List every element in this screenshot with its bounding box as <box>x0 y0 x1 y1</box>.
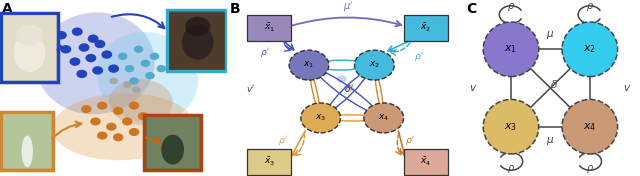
FancyBboxPatch shape <box>1 13 58 82</box>
Circle shape <box>129 102 140 110</box>
Text: $\rho'$: $\rho'$ <box>260 46 269 59</box>
Text: $x_2$: $x_2$ <box>369 60 380 70</box>
Circle shape <box>364 103 404 133</box>
Text: C: C <box>466 2 476 16</box>
Circle shape <box>90 117 100 125</box>
Circle shape <box>106 123 116 131</box>
Circle shape <box>76 70 87 78</box>
Text: $x_1$: $x_1$ <box>504 43 518 55</box>
FancyBboxPatch shape <box>3 114 51 168</box>
Text: $x_2$: $x_2$ <box>583 43 596 55</box>
Text: $v$: $v$ <box>469 83 477 93</box>
Ellipse shape <box>13 33 45 72</box>
Text: $\delta'$: $\delta'$ <box>344 83 353 93</box>
FancyBboxPatch shape <box>247 149 291 175</box>
Circle shape <box>134 46 143 53</box>
Circle shape <box>60 45 71 54</box>
Circle shape <box>185 17 210 36</box>
Text: $\bar{x}_4$: $\bar{x}_4$ <box>420 156 431 168</box>
FancyBboxPatch shape <box>167 10 226 71</box>
Circle shape <box>122 117 132 125</box>
Text: $\mu$: $\mu$ <box>547 29 554 41</box>
Text: $x_4$: $x_4$ <box>583 121 596 133</box>
Ellipse shape <box>109 79 173 125</box>
FancyBboxPatch shape <box>3 15 56 80</box>
FancyBboxPatch shape <box>404 149 448 175</box>
Text: $\rho$: $\rho$ <box>586 163 594 175</box>
FancyBboxPatch shape <box>1 112 53 170</box>
Circle shape <box>141 60 150 67</box>
Circle shape <box>132 86 141 93</box>
Circle shape <box>101 50 112 59</box>
Circle shape <box>150 53 159 60</box>
Circle shape <box>113 107 124 115</box>
Circle shape <box>109 78 118 84</box>
Circle shape <box>355 50 394 80</box>
Circle shape <box>95 40 106 48</box>
Ellipse shape <box>22 136 33 167</box>
Circle shape <box>85 54 97 62</box>
Text: $\rho$: $\rho$ <box>507 163 515 175</box>
Circle shape <box>113 133 124 141</box>
Circle shape <box>92 66 103 75</box>
Circle shape <box>88 34 99 43</box>
Text: $v'$: $v'$ <box>246 83 255 93</box>
Text: $x_4$: $x_4$ <box>378 113 389 123</box>
Circle shape <box>56 31 67 39</box>
Circle shape <box>157 65 166 72</box>
Circle shape <box>97 131 108 140</box>
Text: $v$: $v$ <box>623 83 632 93</box>
Circle shape <box>301 103 340 133</box>
Circle shape <box>145 123 155 131</box>
Text: $\mu'$: $\mu'$ <box>344 0 354 14</box>
Ellipse shape <box>182 25 214 60</box>
Text: $\bar{x}_1$: $\bar{x}_1$ <box>264 22 275 34</box>
Circle shape <box>562 99 618 154</box>
FancyBboxPatch shape <box>169 11 224 70</box>
Circle shape <box>344 84 354 92</box>
Text: B: B <box>230 2 240 16</box>
Circle shape <box>138 112 148 120</box>
FancyBboxPatch shape <box>247 15 291 41</box>
Circle shape <box>97 102 108 110</box>
Text: $\delta$: $\delta$ <box>550 78 558 90</box>
Circle shape <box>16 25 43 46</box>
Text: $\rho$: $\rho$ <box>507 1 515 13</box>
Ellipse shape <box>97 32 198 123</box>
Text: $x_3$: $x_3$ <box>504 121 518 133</box>
Circle shape <box>129 128 140 136</box>
Circle shape <box>483 22 539 77</box>
Circle shape <box>562 22 618 77</box>
Text: $\mu$: $\mu$ <box>547 135 554 147</box>
Circle shape <box>70 57 81 66</box>
Ellipse shape <box>161 135 184 165</box>
Circle shape <box>81 105 92 113</box>
Text: A: A <box>3 2 13 16</box>
Circle shape <box>125 65 134 72</box>
Circle shape <box>72 27 83 36</box>
Text: $\bar{x}_2$: $\bar{x}_2$ <box>420 22 431 34</box>
FancyBboxPatch shape <box>144 115 201 170</box>
Text: $\bar{x}_3$: $\bar{x}_3$ <box>264 156 275 168</box>
Circle shape <box>483 99 539 154</box>
Text: $\rho'$: $\rho'$ <box>278 134 288 147</box>
Ellipse shape <box>36 12 155 114</box>
Circle shape <box>289 50 329 80</box>
Circle shape <box>79 43 90 52</box>
Text: $\rho$: $\rho$ <box>586 1 594 13</box>
Text: $x_3$: $x_3$ <box>315 113 326 123</box>
Circle shape <box>129 77 139 85</box>
Text: $\rho'$: $\rho'$ <box>404 134 414 147</box>
FancyBboxPatch shape <box>147 117 199 168</box>
Circle shape <box>118 53 127 60</box>
Ellipse shape <box>52 93 193 160</box>
Circle shape <box>108 64 119 73</box>
Text: $\rho'$: $\rho'$ <box>414 50 424 63</box>
Text: $x_1$: $x_1$ <box>303 60 314 70</box>
Circle shape <box>337 75 347 83</box>
Circle shape <box>145 72 155 79</box>
Circle shape <box>123 81 132 88</box>
FancyBboxPatch shape <box>404 15 448 41</box>
